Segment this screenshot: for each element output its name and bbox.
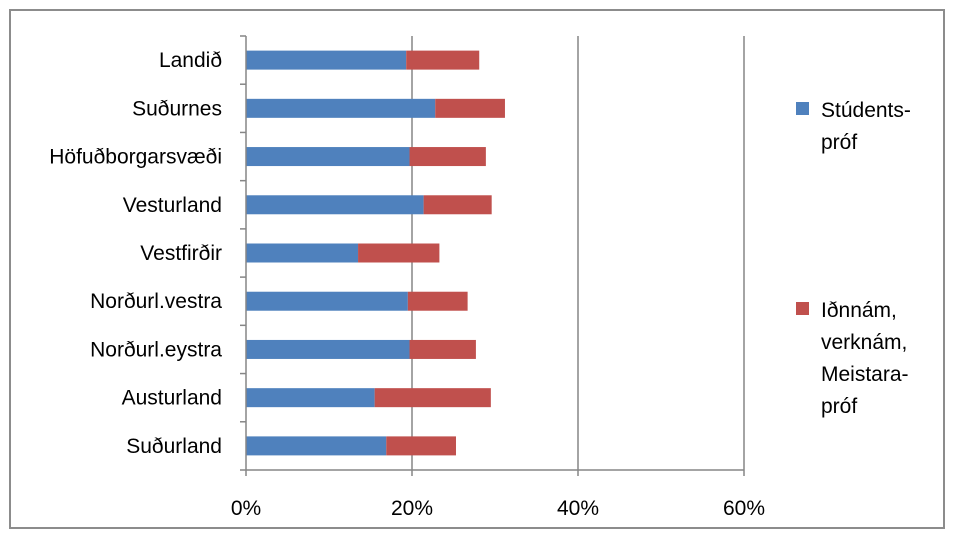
bars bbox=[246, 50, 505, 456]
bar-idnnam bbox=[358, 243, 440, 263]
bar-idnnam bbox=[409, 147, 486, 167]
bar-studentsprof bbox=[246, 339, 410, 359]
bar-studentsprof bbox=[246, 50, 407, 70]
bar-studentsprof bbox=[246, 291, 408, 311]
legend-label: próf bbox=[821, 131, 857, 154]
category-label: Höfuðborgarsvæði bbox=[49, 146, 222, 169]
x-tick-label: 60% bbox=[723, 497, 765, 520]
x-tick-label: 40% bbox=[557, 497, 599, 520]
category-label: Landið bbox=[159, 49, 222, 72]
chart-frame bbox=[9, 9, 945, 529]
category-label: Norðurl.eystra bbox=[90, 338, 222, 361]
bar-idnnam bbox=[406, 50, 480, 70]
category-label: Suðurland bbox=[126, 435, 222, 458]
bar-idnnam bbox=[409, 339, 476, 359]
bar-studentsprof bbox=[246, 195, 424, 215]
bar-idnnam bbox=[407, 291, 468, 311]
category-label: Suðurnes bbox=[132, 97, 222, 120]
legend-label: próf bbox=[821, 395, 857, 418]
x-tick-label: 20% bbox=[391, 497, 433, 520]
bar-studentsprof bbox=[246, 388, 375, 408]
bar-idnnam bbox=[423, 195, 492, 215]
bar-idnnam bbox=[435, 98, 505, 118]
category-label: Vesturland bbox=[123, 194, 222, 217]
bar-studentsprof bbox=[246, 147, 410, 167]
category-label: Austurland bbox=[122, 387, 222, 410]
bar-studentsprof bbox=[246, 98, 436, 118]
legend-swatch bbox=[796, 102, 809, 115]
labels: Landið Suðurnes Höfuðborgarsvæði Vesturland… bbox=[49, 49, 765, 520]
axes bbox=[240, 35, 745, 476]
legend-label: Iðnnám, bbox=[821, 299, 897, 322]
legend-label: Stúdents- bbox=[821, 99, 911, 122]
legend-label: verknám, bbox=[821, 331, 907, 354]
category-label: Vestfirðir bbox=[140, 242, 222, 265]
bar-studentsprof bbox=[246, 243, 359, 263]
legend-label: Meistara- bbox=[821, 363, 909, 386]
bar-idnnam bbox=[386, 436, 456, 456]
legend: Stúdents-próf Iðnnám, verknám, Meistara-pró… bbox=[796, 99, 911, 418]
bar-studentsprof bbox=[246, 436, 387, 456]
x-tick-label: 0% bbox=[231, 497, 261, 520]
bar-idnnam bbox=[374, 388, 491, 408]
category-label: Norðurl.vestra bbox=[90, 290, 222, 313]
legend-swatch bbox=[796, 302, 809, 315]
